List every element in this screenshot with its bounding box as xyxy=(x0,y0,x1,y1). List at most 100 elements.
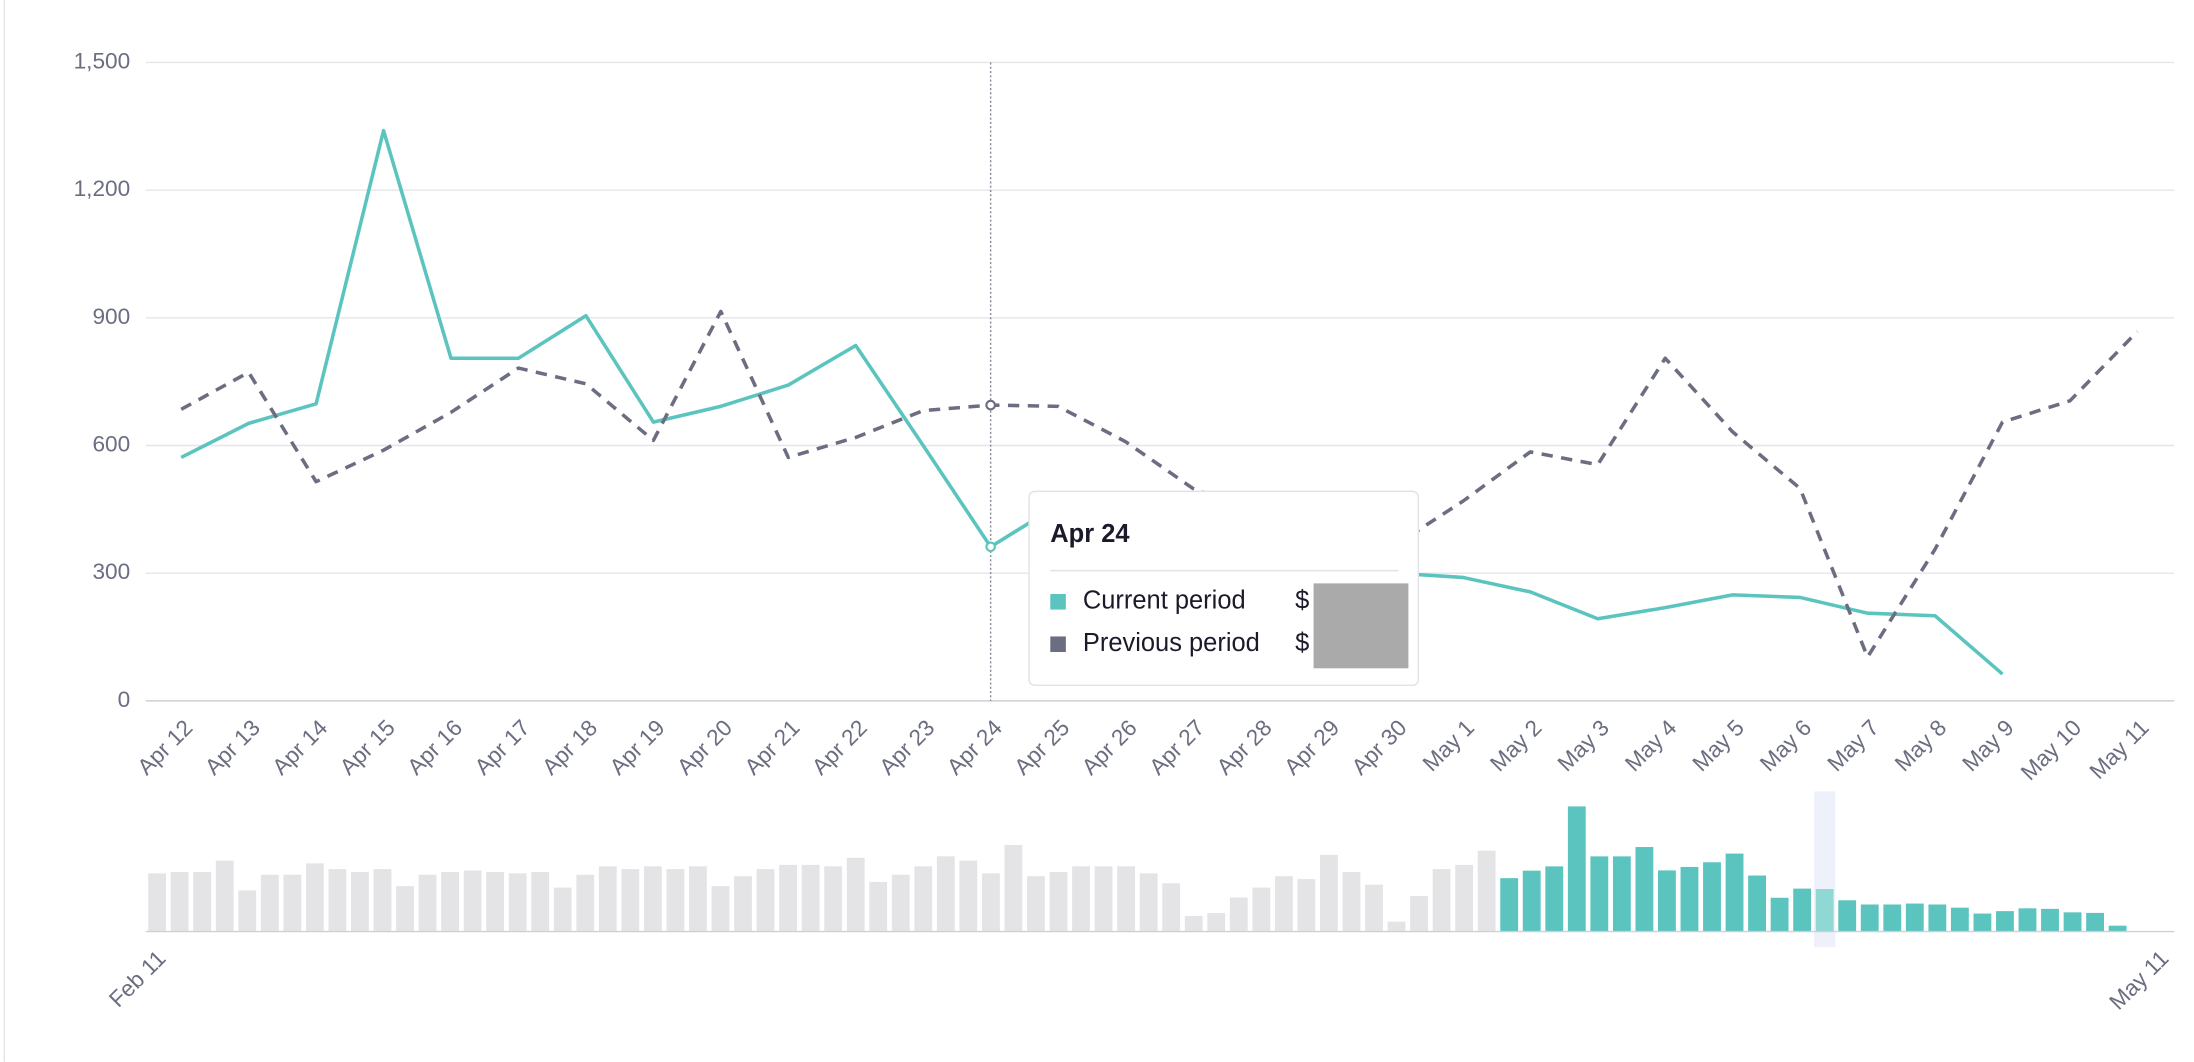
overview-bar xyxy=(824,866,843,932)
overview-bar xyxy=(1838,900,1857,932)
overview-bar xyxy=(148,873,167,932)
legend-label: Current period xyxy=(1083,587,1246,615)
overview-bar xyxy=(305,863,324,932)
overview-bar xyxy=(914,866,933,932)
x-tick-label: Apr 18 xyxy=(537,715,602,780)
overview-bar xyxy=(1387,921,1406,932)
x-tick-label: Apr 15 xyxy=(335,715,400,780)
y-tick-label: 1,500 xyxy=(74,48,131,73)
tooltip: Apr 24 Current period $ Previous period $ xyxy=(1028,490,1420,686)
overview-bar xyxy=(1635,847,1654,932)
overview-bar xyxy=(643,866,662,932)
x-tick-label: May 6 xyxy=(1755,715,1816,776)
x-tick-label: Apr 21 xyxy=(740,715,805,780)
overview-bar xyxy=(1342,871,1361,932)
overview-bar xyxy=(170,871,189,932)
x-tick-label: May 5 xyxy=(1688,715,1749,776)
hover-point xyxy=(985,399,996,411)
x-tick-label: May 1 xyxy=(1418,715,1479,776)
overview-bar xyxy=(1027,876,1045,932)
x-tick-label: Apr 16 xyxy=(402,715,467,780)
overview-bar xyxy=(1139,873,1158,932)
x-tick-label: May 10 xyxy=(2016,715,2086,785)
x-tick-label: Apr 27 xyxy=(1144,715,1209,780)
overview-bar xyxy=(1928,904,1947,932)
overview-bar xyxy=(1612,856,1631,932)
x-tick-label: May 11 xyxy=(2085,715,2154,784)
overview-bar xyxy=(283,874,302,932)
overview-bar xyxy=(576,874,595,932)
overview-bar xyxy=(1094,866,1113,932)
x-tick-label: Apr 13 xyxy=(200,715,265,780)
overview-bar xyxy=(1252,887,1271,932)
overview-bar xyxy=(2063,912,2082,932)
overview-bar xyxy=(1117,866,1136,932)
x-tick-label: Apr 20 xyxy=(672,715,737,780)
overview-bar xyxy=(1996,911,2014,932)
overview-bar xyxy=(846,857,865,932)
tooltip-value: $ xyxy=(1295,629,1309,657)
overview-bar xyxy=(1793,888,1812,932)
hover-point xyxy=(985,541,996,553)
overview-bar xyxy=(869,881,888,932)
legend-swatch xyxy=(1050,593,1066,610)
overview-bar xyxy=(508,873,527,932)
overview-bar xyxy=(1703,862,1721,932)
overview-bar xyxy=(531,871,550,932)
overview-bar xyxy=(891,874,910,932)
overview-bar xyxy=(463,870,482,932)
overview-bar xyxy=(1770,897,1789,932)
y-tick-label: 1,200 xyxy=(74,176,131,201)
overview-bar xyxy=(1590,856,1609,932)
overview-bar xyxy=(981,873,1000,932)
overview-bar xyxy=(1297,879,1316,932)
x-tick-label: Apr 12 xyxy=(133,715,198,780)
overview-bar xyxy=(1184,915,1203,932)
legend-swatch xyxy=(1050,636,1066,653)
overview-bar xyxy=(621,869,640,932)
x-tick-label: May 8 xyxy=(1890,715,1951,776)
overview-bar xyxy=(1162,883,1181,932)
overview-bar xyxy=(328,869,347,932)
overview-bar xyxy=(598,866,617,932)
overview-bar xyxy=(1410,896,1428,932)
overview-bar xyxy=(373,869,392,932)
x-tick-label: May 3 xyxy=(1553,715,1614,776)
overview-bar xyxy=(756,869,775,932)
x-tick-label: Apr 19 xyxy=(605,715,670,780)
overview-bar xyxy=(2108,925,2127,932)
x-tick-label: Apr 22 xyxy=(807,715,872,780)
x-tick-label: May 4 xyxy=(1620,715,1681,776)
overview-bar xyxy=(1973,913,1992,932)
overview-bar xyxy=(1229,897,1248,932)
overview-bar xyxy=(1725,853,1744,932)
x-tick-label: Apr 24 xyxy=(942,715,1007,780)
overview-bar xyxy=(1905,903,1924,932)
overview-bar xyxy=(936,856,955,932)
overview-label: May 11 xyxy=(2105,946,2174,1015)
overview-bar xyxy=(1815,888,1834,932)
overview-bar xyxy=(666,869,685,932)
overview-bar xyxy=(215,860,234,932)
overview-bar xyxy=(418,874,437,932)
redaction xyxy=(1313,583,1409,669)
overview-bar xyxy=(1319,854,1338,932)
overview-bar xyxy=(1365,884,1383,932)
overview-bar xyxy=(1860,904,1879,932)
y-tick-label: 300 xyxy=(92,559,130,584)
overview-bar xyxy=(553,887,572,932)
overview-bar xyxy=(1950,907,1969,932)
overview-bar xyxy=(1049,871,1068,932)
overview-bar xyxy=(1432,869,1451,932)
overview-bar xyxy=(2018,908,2037,932)
overview-bar xyxy=(441,871,459,932)
overview-bar xyxy=(238,890,257,932)
overview-bar xyxy=(1522,870,1541,932)
overview-bar xyxy=(2041,908,2059,932)
overview-bar xyxy=(1455,864,1474,932)
y-tick-label: 600 xyxy=(92,431,130,456)
tooltip-value: $ xyxy=(1295,587,1309,615)
y-tick-label: 900 xyxy=(92,304,130,329)
overview-bar xyxy=(1274,876,1293,932)
